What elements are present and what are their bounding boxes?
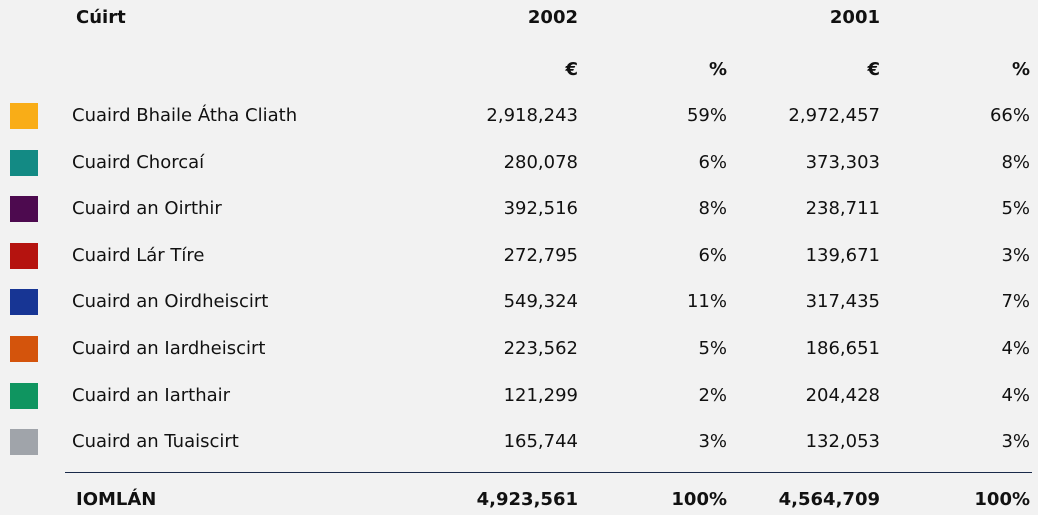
cell: 165,744 [503,431,578,453]
cell: 3% [1001,244,1030,266]
cell: 132,053 [805,431,880,453]
total-cell: 4,923,561 [476,489,578,510]
column-header: Cúirt [76,7,126,28]
row-label: Cuaird Chorcaí [72,151,205,173]
color-swatch [10,196,38,223]
row-label: Cuaird an Oirthir [72,198,222,220]
cell: 392,516 [503,198,578,220]
unit-header: € [867,59,880,80]
cell: 4% [1001,384,1030,406]
row-label: Cuaird an Iarthair [72,384,231,406]
cell: 549,324 [503,291,578,313]
color-swatch [10,149,38,176]
cell: 238,711 [805,198,880,220]
unit-header: % [708,59,727,80]
cell: 4% [1001,338,1030,359]
cell: 2,918,243 [486,105,578,126]
cell: 317,435 [805,291,880,313]
column-header: 2001 [829,7,880,28]
color-swatch [10,429,38,456]
cell: 59% [686,105,727,126]
cell: 6% [698,151,727,173]
row-label: Cuaird an Oirdheiscirt [72,291,269,313]
unit-header: € [565,59,578,80]
column-header: 2002 [527,7,578,28]
color-swatch [10,336,38,362]
cell: 8% [1001,151,1030,173]
row-label: Cuaird an Iardheiscirt [72,338,266,359]
total-cell: 100% [974,489,1030,510]
cell: 373,303 [805,151,880,173]
cell: 7% [1001,291,1030,313]
cell: 2,972,457 [788,105,880,126]
cell: 6% [698,244,727,266]
total-cell: 4,564,709 [778,489,880,510]
cell: 3% [698,431,727,453]
cell: 3% [1001,431,1030,453]
cell: 280,078 [503,151,578,173]
cell: 2% [698,384,727,406]
row-label: Cuaird an Tuaiscirt [72,431,239,453]
cell: 139,671 [805,244,880,266]
cell: 272,795 [503,244,578,266]
cell: 204,428 [805,384,880,406]
total-label: IOMLÁN [76,489,157,510]
cell: 66% [989,105,1030,126]
color-swatch [10,103,38,129]
cell: 223,562 [503,338,578,359]
unit-header: % [1011,59,1030,80]
row-label: Cuaird Bhaile Átha Cliath [72,105,298,126]
cell: 121,299 [503,384,578,406]
color-swatch [10,242,38,269]
total-rule [65,472,1032,473]
total-cell: 100% [671,489,727,510]
color-swatch [10,289,38,316]
cell: 11% [686,291,727,313]
cell: 8% [698,198,727,220]
cell: 5% [698,338,727,359]
row-label: Cuaird Lár Tíre [72,244,205,266]
cell: 186,651 [805,338,880,359]
color-swatch [10,382,38,409]
cell: 5% [1001,198,1030,220]
